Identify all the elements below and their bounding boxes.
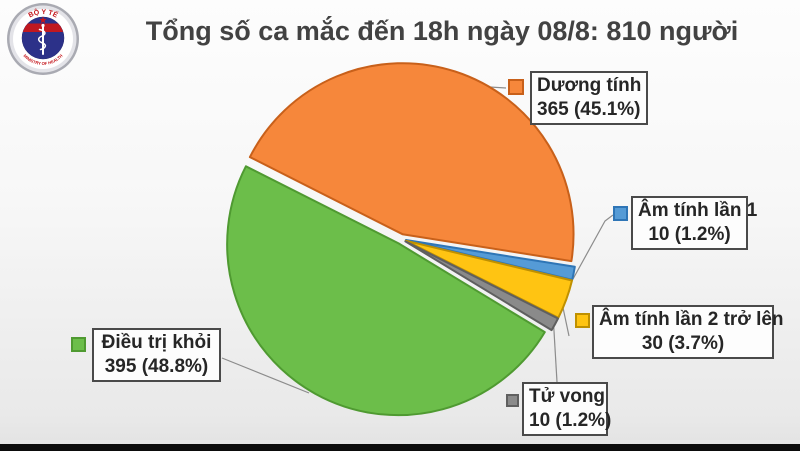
legend-label: Tử vong [529, 386, 606, 407]
legend-box-am-tinh-2: Âm tính lần 2 trở lên 30 (3.7%) [592, 305, 784, 359]
pie-slice-4 [404, 240, 559, 332]
pie-slice-1 [248, 62, 575, 263]
legend-box-tu-vong: Tử vong 10 (1.2%) [522, 382, 612, 436]
ministry-of-health-logo: BỘ Y TẾ MINISTRY OF HEALTH [7, 3, 79, 75]
logo-caduceus-icon [37, 23, 47, 55]
leader-line-am-tinh-1 [572, 214, 614, 280]
leader-line-dieu-tri-khoi [221, 357, 310, 394]
legend-label: Điều trị khỏi [101, 332, 212, 353]
pie-slices [226, 62, 576, 417]
legend-value: 10 (1.2%) [648, 224, 731, 245]
legend-value: 365 (45.1%) [537, 99, 641, 120]
legend-box-duong-tinh: Dương tính 365 (45.1%) [530, 71, 648, 125]
legend-box-am-tinh-1: Âm tính lần 1 10 (1.2%) [631, 196, 758, 250]
legend-value: 10 (1.2%) [529, 410, 612, 431]
chart-title: Tổng số ca mắc đến 18h ngày 08/8: 810 ng… [145, 16, 739, 46]
legend-marker-duong-tinh [508, 79, 524, 95]
legend-marker-dieu-tri-khoi [71, 337, 86, 352]
legend-value: 30 (3.7%) [641, 333, 725, 354]
legend-label: Âm tính lần 2 trở lên [599, 309, 784, 330]
legend-marker-am-tinh-2 [575, 313, 590, 328]
logo-star-icon [39, 16, 47, 24]
legend-marker-am-tinh-1 [613, 206, 628, 221]
legend-marker-tu-vong [506, 394, 519, 407]
legend-label: Âm tính lần 1 [638, 200, 758, 221]
legend-label: Dương tính [537, 75, 642, 96]
legend-box-dieu-tri-khoi: Điều trị khỏi 395 (48.8%) [92, 328, 221, 382]
bottom-black-bar [0, 444, 800, 451]
pie-slice-5 [226, 165, 546, 417]
legend-value: 395 (48.8%) [104, 356, 209, 377]
